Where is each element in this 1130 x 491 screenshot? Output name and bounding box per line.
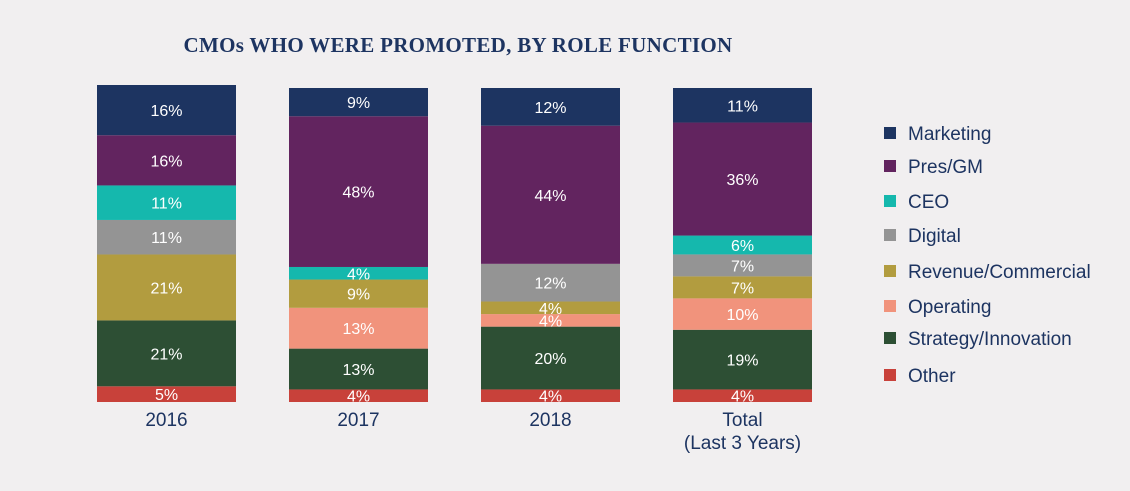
value-label-other-1: 4%	[347, 389, 370, 406]
bar-segment-pres-gm-2	[481, 125, 620, 264]
category-label-1: 2017	[337, 410, 379, 431]
value-label-revenue-commercial-2: 4%	[539, 301, 562, 318]
bar-segment-revenue-commercial-0	[97, 254, 236, 321]
value-label-pres-gm-3: 36%	[726, 172, 758, 189]
bar-segment-operating-2	[481, 314, 620, 327]
value-label-operating-2: 4%	[539, 313, 562, 330]
value-label-marketing-0: 16%	[150, 103, 182, 120]
bar-segment-other-3	[673, 389, 812, 402]
value-label-marketing-3: 11%	[727, 98, 758, 115]
bars-layer	[97, 85, 812, 402]
category-label-0: 2016	[145, 410, 187, 431]
bar-segment-other-0	[97, 386, 236, 402]
legend-label-strategy-innovation: Strategy/Innovation	[908, 329, 1072, 350]
legend-swatch-strategy-innovation	[884, 332, 896, 344]
value-label-marketing-1: 9%	[347, 95, 370, 112]
value-label-other-2: 4%	[539, 389, 562, 406]
category-labels-layer: 2016 2017 2018 Total (Last 3 Years)	[145, 410, 801, 454]
legend-swatch-other	[884, 369, 896, 381]
value-label-digital-3: 7%	[731, 258, 754, 275]
bar-segment-ceo-1	[289, 266, 428, 280]
bar-segment-operating-3	[673, 298, 812, 330]
legend-item-revenue-commercial: Revenue/Commercial	[884, 262, 1091, 283]
legend-label-operating: Operating	[908, 297, 991, 318]
value-label-pres-gm-0: 16%	[150, 153, 182, 170]
value-label-ceo-0: 11%	[151, 196, 182, 213]
legend-item-operating: Operating	[884, 297, 991, 318]
bar-segment-strategy-innovation-3	[673, 329, 812, 390]
value-label-ceo-3: 6%	[731, 238, 754, 255]
bar-segment-ceo-0	[97, 185, 236, 220]
legend-swatch-operating	[884, 300, 896, 312]
legend-swatch-revenue-commercial	[884, 265, 896, 277]
legend-item-digital: Digital	[884, 226, 961, 247]
bar-segment-strategy-innovation-1	[289, 348, 428, 390]
value-label-pres-gm-1: 48%	[342, 185, 374, 202]
value-label-digital-2: 12%	[534, 276, 566, 293]
value-label-revenue-commercial-3: 7%	[731, 280, 754, 297]
legend-label-ceo: CEO	[908, 192, 949, 213]
value-label-strategy-innovation-3: 19%	[726, 353, 758, 370]
value-label-pres-gm-2: 44%	[534, 188, 566, 205]
legend-label-pres-gm: Pres/GM	[908, 157, 983, 178]
bar-segment-operating-1	[289, 307, 428, 349]
legend-swatch-marketing	[884, 127, 896, 139]
bar-segment-revenue-commercial-3	[673, 276, 812, 299]
legend-item-strategy-innovation: Strategy/Innovation	[884, 329, 1072, 350]
value-label-operating-1: 13%	[342, 321, 374, 338]
bar-segment-digital-0	[97, 219, 236, 255]
chart-title: CMOs WHO WERE PROMOTED, BY ROLE FUNCTION	[184, 33, 733, 57]
legend-item-pres-gm: Pres/GM	[884, 157, 983, 178]
bar-segment-marketing-2	[481, 88, 620, 126]
bar-segment-other-1	[289, 389, 428, 402]
bar-segment-digital-2	[481, 263, 620, 302]
legend-label-marketing: Marketing	[908, 124, 991, 145]
legend-label-digital: Digital	[908, 226, 961, 247]
legend-item-marketing: Marketing	[884, 124, 991, 145]
value-label-strategy-innovation-1: 13%	[342, 362, 374, 379]
category-label-2: 2018	[529, 410, 571, 431]
bar-segment-marketing-1	[289, 88, 428, 117]
legend-item-ceo: CEO	[884, 192, 949, 213]
bar-segment-digital-3	[673, 254, 812, 277]
bar-segment-other-2	[481, 389, 620, 402]
value-label-strategy-innovation-0: 21%	[150, 346, 182, 363]
bar-segment-pres-gm-3	[673, 122, 812, 236]
bar-segment-strategy-innovation-0	[97, 320, 236, 387]
value-label-ceo-1: 4%	[347, 266, 370, 283]
bar-segment-ceo-3	[673, 235, 812, 255]
value-label-other-3: 4%	[731, 389, 754, 406]
value-label-other-0: 5%	[155, 387, 178, 404]
value-labels-layer: 5% 21% 21% 11% 11% 16% 16% 4% 13% 13% 9% 4% 48% 9% 4% 2…	[150, 95, 758, 406]
legend-swatch-pres-gm	[884, 160, 896, 172]
legend-label-other: Other	[908, 366, 956, 387]
legend-swatch-digital	[884, 229, 896, 241]
bar-segment-pres-gm-0	[97, 135, 236, 186]
legend-label-revenue-commercial: Revenue/Commercial	[908, 262, 1091, 283]
legend-item-other: Other	[884, 366, 956, 387]
bar-segment-pres-gm-1	[289, 116, 428, 267]
legend: Marketing Pres/GM CEO Digital Revenue/Commer…	[884, 124, 1091, 387]
bar-segment-marketing-3	[673, 88, 812, 123]
legend-swatch-ceo	[884, 195, 896, 207]
value-label-strategy-innovation-2: 20%	[534, 351, 566, 368]
bar-segment-marketing-0	[97, 85, 236, 136]
bar-segment-revenue-commercial-1	[289, 279, 428, 308]
value-label-digital-0: 11%	[151, 230, 182, 247]
category-label-3: Total (Last 3 Years)	[684, 410, 801, 454]
bar-segment-revenue-commercial-2	[481, 301, 620, 315]
bar-segment-strategy-innovation-2	[481, 326, 620, 390]
value-label-revenue-commercial-0: 21%	[150, 280, 182, 297]
value-label-revenue-commercial-1: 9%	[347, 287, 370, 304]
value-label-operating-3: 10%	[726, 307, 758, 324]
value-label-marketing-2: 12%	[534, 100, 566, 117]
